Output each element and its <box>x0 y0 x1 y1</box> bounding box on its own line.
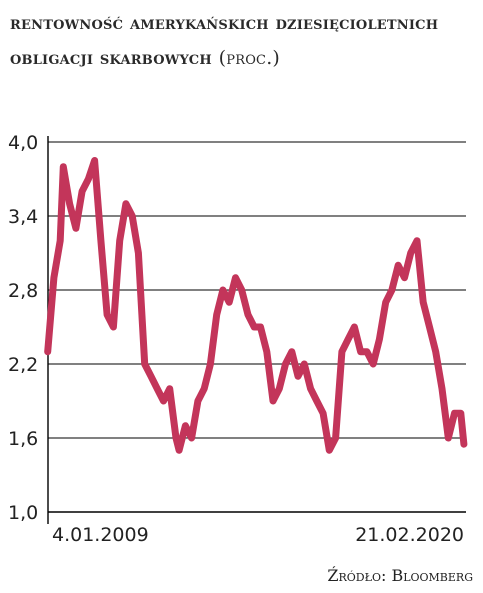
line-chart: 4,0 3,4 2,8 2,2 1,6 1,0 4.01.2009 21.02.2020 <box>8 132 468 546</box>
x-tick-label: 21.02.2020 <box>355 524 464 546</box>
y-tick-label: 2,2 <box>8 354 38 376</box>
chart-title: Rentowność amerykańskich dziesięcioletni… <box>10 6 478 76</box>
source-note: Źródło: Bloomberg <box>327 566 473 585</box>
chart-title-unit: (proc.) <box>218 47 281 69</box>
y-tick-label: 1,6 <box>8 428 38 450</box>
chart-title-main: Rentowność amerykańskich dziesięcioletni… <box>10 12 439 69</box>
series-line <box>44 157 468 454</box>
y-axis-tick-labels: 4,0 3,4 2,8 2,2 1,6 1,0 <box>8 132 38 524</box>
x-axis-tick-labels: 4.01.2009 21.02.2020 <box>52 524 464 546</box>
x-tick-label: 4.01.2009 <box>52 524 149 546</box>
y-tick-label: 1,0 <box>8 502 38 524</box>
series-group <box>44 157 468 454</box>
y-tick-label: 3,4 <box>8 206 38 228</box>
y-tick-label: 2,8 <box>8 280 38 302</box>
y-tick-label: 4,0 <box>8 132 38 154</box>
